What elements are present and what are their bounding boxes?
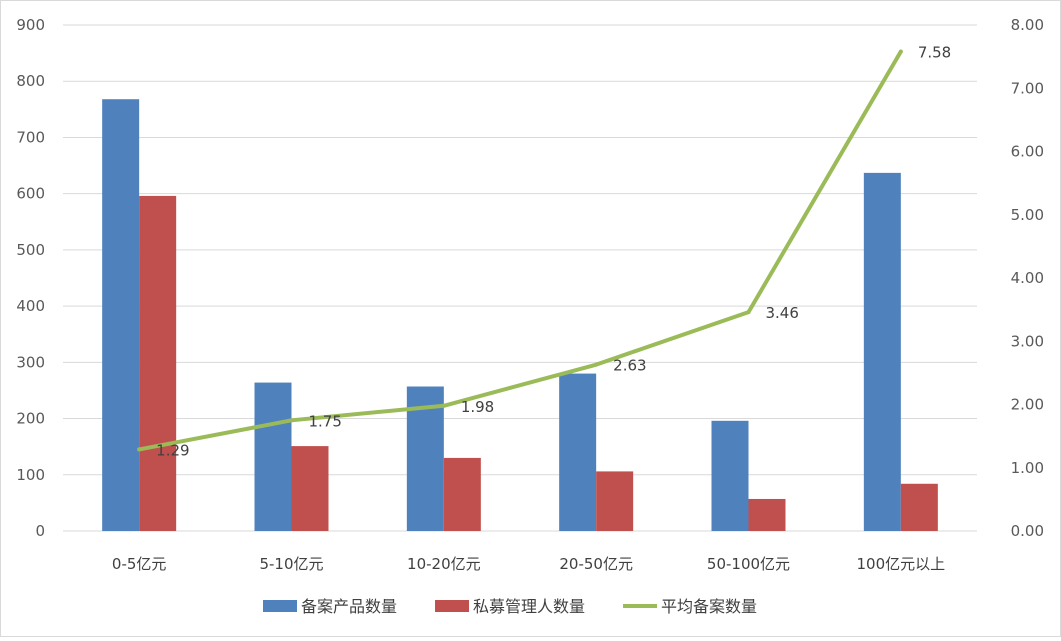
bar-managers	[900, 483, 938, 531]
category-label: 100亿元以上	[857, 555, 946, 573]
legend-swatch	[263, 600, 297, 612]
line-data-label: 1.29	[156, 441, 189, 459]
legend-item: 平均备案数量	[623, 597, 757, 616]
bar-products	[254, 382, 292, 531]
line-average	[137, 49, 903, 452]
gridlines	[63, 24, 977, 532]
bar-managers	[748, 498, 786, 531]
category-label: 20-50亿元	[559, 555, 633, 573]
left-axis-tick-label: 400	[16, 297, 45, 315]
line-point	[746, 310, 751, 315]
bar-products	[711, 420, 749, 531]
right-axis-tick-label: 1.00	[1011, 459, 1044, 477]
line-data-label: 2.63	[613, 357, 646, 375]
line-data-label: 3.46	[766, 304, 799, 322]
left-axis-tick-label: 800	[16, 72, 45, 90]
data-labels: 1.29 1.75 1.98 2.63 3.46 7.58	[156, 44, 951, 460]
right-axis-tick-label: 3.00	[1011, 332, 1044, 350]
category-label: 10-20亿元	[407, 555, 481, 573]
line-data-label: 1.75	[309, 412, 342, 430]
right-axis-tick-label: 4.00	[1011, 269, 1044, 287]
legend-label: 私募管理人数量	[473, 597, 585, 616]
line-point	[289, 418, 294, 423]
right-axis-tick-label: 6.00	[1011, 143, 1044, 161]
right-axis-tick-label: 0.00	[1011, 522, 1044, 540]
legend-label: 平均备案数量	[661, 597, 757, 616]
right-axis-tick-label: 8.00	[1011, 16, 1044, 34]
left-axis-tick-label: 900	[16, 16, 45, 34]
line-point	[594, 362, 599, 367]
category-label: 0-5亿元	[112, 555, 167, 573]
legend-swatch	[435, 600, 470, 612]
bar-products	[863, 172, 901, 531]
left-axis-tick-label: 200	[16, 410, 45, 428]
line-data-label: 1.98	[461, 398, 494, 416]
left-axis-tick-label: 100	[16, 466, 45, 484]
left-axis-tick-label: 700	[16, 128, 45, 146]
left-axis-tick-label: 300	[16, 353, 45, 371]
bar-managers	[443, 457, 481, 531]
line-point	[137, 447, 142, 452]
right-axis-ticks: 0.00 1.00 2.00 3.00 4.00 5.00 6.00 7.00 8.00	[1011, 16, 1044, 540]
left-axis-tick-label: 500	[16, 241, 45, 259]
left-axis-tick-label: 600	[16, 185, 45, 203]
line-point	[898, 49, 903, 54]
line-data-label: 7.58	[918, 44, 951, 62]
right-axis-tick-label: 7.00	[1011, 79, 1044, 97]
category-label: 5-10亿元	[259, 555, 323, 573]
legend-item: 备案产品数量	[263, 597, 397, 616]
line-point	[441, 403, 446, 408]
right-axis-tick-label: 2.00	[1011, 396, 1044, 414]
bars	[102, 99, 938, 532]
legend: 备案产品数量 私募管理人数量 平均备案数量	[263, 597, 757, 616]
legend-item: 私募管理人数量	[435, 597, 585, 616]
category-label: 50-100亿元	[707, 555, 790, 573]
right-axis-tick-label: 5.00	[1011, 206, 1044, 224]
category-labels: 0-5亿元 5-10亿元 10-20亿元 20-50亿元 50-100亿元 100亿元以上	[112, 555, 945, 573]
bar-managers	[139, 195, 177, 531]
bar-products	[559, 373, 597, 531]
left-axis-tick-label: 0	[35, 522, 45, 540]
bar-products	[102, 99, 140, 532]
legend-label: 备案产品数量	[301, 597, 397, 616]
bar-managers	[291, 446, 329, 531]
bar-managers	[596, 471, 634, 531]
left-axis-ticks: 0 100 200 300 400 500 600 700 800 900	[16, 16, 45, 540]
line-series	[137, 49, 903, 452]
